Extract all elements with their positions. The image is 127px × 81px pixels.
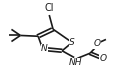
Text: N: N — [41, 44, 48, 53]
Text: S: S — [69, 38, 75, 47]
Text: O: O — [93, 39, 101, 48]
Text: NH: NH — [69, 58, 82, 67]
Text: Cl: Cl — [44, 3, 54, 13]
Text: O: O — [100, 54, 107, 63]
